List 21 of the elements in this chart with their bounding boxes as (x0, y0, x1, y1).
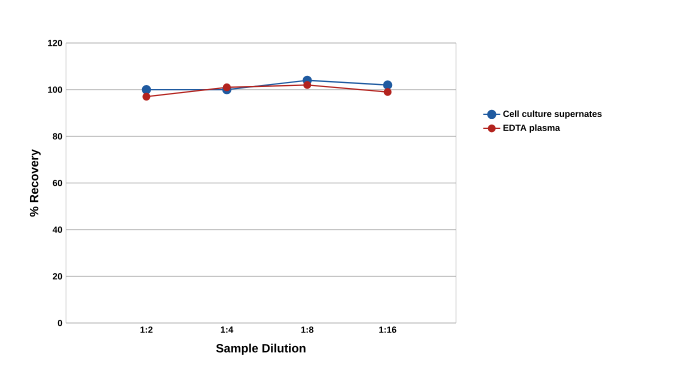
x-tick-label: 1:16 (379, 326, 396, 333)
point (383, 80, 392, 90)
y-tick-label: 100 (48, 86, 62, 93)
y-tick-label: 0 (58, 320, 62, 326)
x-tick-label: 1:2 (140, 326, 153, 333)
y-tick-label: 60 (52, 180, 62, 186)
x-tick-label: 1:4 (220, 326, 234, 333)
y-tick-label: 40 (52, 226, 62, 233)
point (142, 85, 152, 94)
legend-label: Cell culture supernates (503, 110, 602, 119)
point (222, 83, 231, 92)
y-tick-label: 80 (52, 133, 62, 140)
y-axis-title: % Recovery (30, 149, 41, 217)
point (142, 92, 150, 101)
y-tick-label: 120 (48, 40, 62, 46)
x-tick-label: 1:8 (301, 326, 314, 333)
x-axis-title: Sample Dilution (216, 344, 306, 355)
point (303, 81, 312, 89)
y-tick-label: 20 (52, 273, 62, 280)
point (384, 88, 392, 96)
legend-label: EDTA plasma (503, 124, 560, 133)
